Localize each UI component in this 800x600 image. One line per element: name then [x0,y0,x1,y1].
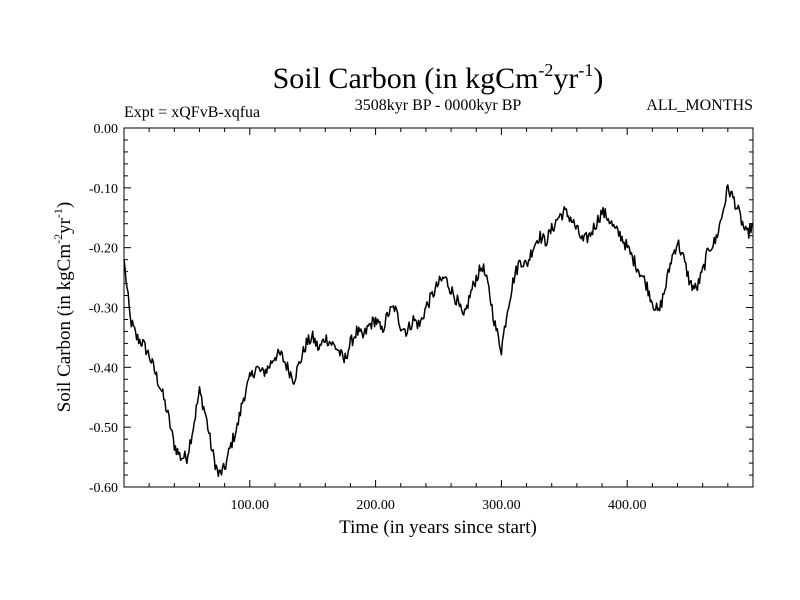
soil-carbon-line [123,184,754,478]
x-tick-label: 300.00 [482,498,521,513]
y-tick-label: -0.50 [89,421,118,436]
axis-tick-labels: 100.00 200.00 300.00 400.00 0.00 -0.10 -0.20 -0… [89,122,647,513]
experiment-label: Expt = xQFvB-xqfua [124,104,260,121]
y-tick-label: -0.60 [89,481,118,496]
months-label: ALL_MONTHS [646,97,753,114]
y-tick-label: -0.40 [89,361,118,376]
x-tick-label: 400.00 [608,498,647,513]
y-tick-label: -0.20 [89,242,118,257]
x-tick-label: 100.00 [231,498,270,513]
time-range-label: 3508kyr BP - 0000kyr BP [355,97,522,114]
x-tick-label: 200.00 [356,498,395,513]
axis-ticks [124,128,753,487]
y-tick-label: -0.30 [89,302,118,317]
plot-frame [123,127,754,488]
x-axis-label: Time (in years since start) [339,517,537,538]
chart-title: Soil Carbon (in kgCm-2yr-1) [273,60,604,95]
y-axis-label: Soil Carbon (in kgCm-2yr-1) [51,202,75,413]
y-tick-label: -0.10 [89,182,118,197]
y-tick-label: 0.00 [94,122,119,137]
